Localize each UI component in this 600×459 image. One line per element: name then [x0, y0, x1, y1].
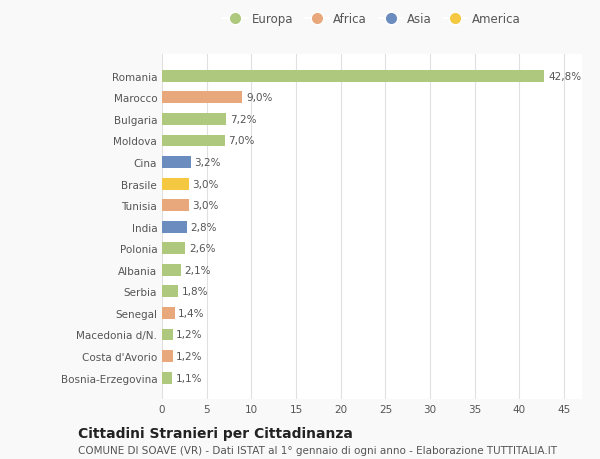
Bar — [162, 114, 226, 126]
Bar — [162, 221, 187, 233]
Text: 9,0%: 9,0% — [246, 93, 272, 103]
Legend: Europa, Africa, Asia, America: Europa, Africa, Asia, America — [223, 13, 521, 26]
Text: 2,8%: 2,8% — [191, 222, 217, 232]
Text: 1,1%: 1,1% — [175, 373, 202, 383]
Text: 7,2%: 7,2% — [230, 115, 256, 125]
Bar — [162, 200, 189, 212]
Text: 42,8%: 42,8% — [548, 72, 581, 82]
Bar — [162, 157, 191, 168]
Bar — [162, 308, 175, 319]
Text: 1,8%: 1,8% — [182, 287, 208, 297]
Text: Cittadini Stranieri per Cittadinanza: Cittadini Stranieri per Cittadinanza — [78, 426, 353, 440]
Text: 1,4%: 1,4% — [178, 308, 205, 318]
Bar — [162, 243, 185, 255]
Text: 1,2%: 1,2% — [176, 330, 203, 340]
Bar — [162, 286, 178, 297]
Text: 3,0%: 3,0% — [193, 179, 219, 189]
Text: 1,2%: 1,2% — [176, 351, 203, 361]
Bar — [162, 178, 189, 190]
Bar — [162, 329, 173, 341]
Bar — [162, 264, 181, 276]
Text: 3,0%: 3,0% — [193, 201, 219, 211]
Text: 2,1%: 2,1% — [184, 265, 211, 275]
Text: 2,6%: 2,6% — [189, 244, 215, 254]
Bar — [162, 372, 172, 384]
Bar — [162, 135, 224, 147]
Text: 7,0%: 7,0% — [228, 136, 254, 146]
Text: COMUNE DI SOAVE (VR) - Dati ISTAT al 1° gennaio di ogni anno - Elaborazione TUTT: COMUNE DI SOAVE (VR) - Dati ISTAT al 1° … — [78, 445, 557, 455]
Bar — [162, 71, 544, 83]
Bar — [162, 350, 173, 362]
Text: 3,2%: 3,2% — [194, 158, 221, 168]
Bar — [162, 92, 242, 104]
